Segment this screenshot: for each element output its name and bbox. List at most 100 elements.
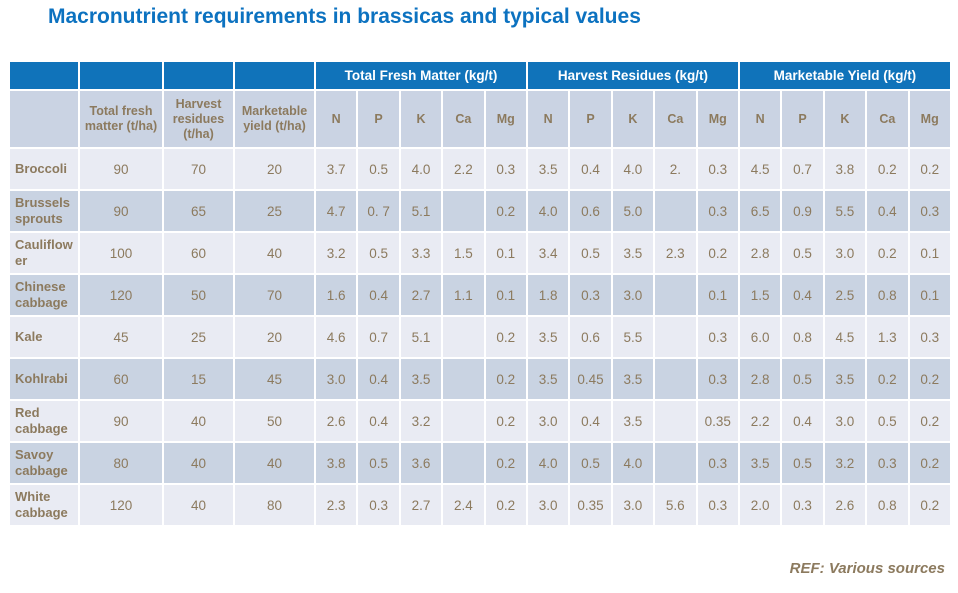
data-cell: 2.7: [398, 483, 444, 527]
nutrient-table: Total Fresh Matter (kg/t) Harvest Residue…: [8, 60, 952, 527]
data-cell: 0.3: [568, 273, 613, 317]
nutrient-header-cell: P: [780, 89, 825, 149]
data-cell: 3.0: [610, 483, 656, 527]
group-header-blank-cell: [8, 60, 80, 91]
data-cell: 0.1: [907, 273, 952, 317]
nutrient-header-cell: K: [610, 89, 656, 149]
data-cell: [653, 357, 698, 401]
data-cell: [441, 399, 486, 443]
data-cell: 0.2: [483, 315, 528, 359]
data-cell: 1.3: [865, 315, 910, 359]
data-cell: 0.8: [865, 273, 910, 317]
data-cell: 3.0: [525, 483, 571, 527]
data-cell: 0.5: [356, 147, 401, 191]
data-cell: 0.5: [356, 231, 401, 275]
nutrient-header-cell: N: [525, 89, 571, 149]
data-cell: 0.1: [695, 273, 740, 317]
data-cell: 40: [233, 441, 316, 485]
table-row: Chinese cabbage 120 50 70 1.6 0.4 2.7 1.1 0.1 1.8…: [8, 273, 952, 317]
data-cell: 4.5: [737, 147, 783, 191]
data-cell: 0.2: [483, 357, 528, 401]
data-cell: [653, 189, 698, 233]
nutrient-header-cell: Ca: [865, 89, 910, 149]
data-cell: 0.4: [568, 147, 613, 191]
data-cell: 0.8: [780, 315, 825, 359]
reference-note: REF: Various sources: [789, 560, 945, 577]
data-cell: 0.1: [483, 273, 528, 317]
nutrient-header-cell: P: [356, 89, 401, 149]
data-cell: 0.3: [695, 147, 740, 191]
group-header-cell: Marketable Yield (kg/t): [737, 60, 952, 91]
data-cell: 0.3: [695, 189, 740, 233]
data-cell: 0. 7: [356, 189, 401, 233]
data-cell: 90: [78, 189, 164, 233]
data-cell: 0.2: [907, 441, 952, 485]
data-cell: 0.2: [483, 399, 528, 443]
data-cell: 1.5: [737, 273, 783, 317]
data-cell: 3.5: [525, 147, 571, 191]
row-label: Savoy cabbage: [8, 441, 80, 485]
data-cell: 0.4: [865, 189, 910, 233]
data-cell: 3.5: [398, 357, 444, 401]
data-cell: 0.4: [356, 357, 401, 401]
data-cell: 3.2: [398, 399, 444, 443]
subheader-cell: Total fresh matter (t/ha): [78, 89, 164, 149]
data-cell: 3.6: [398, 441, 444, 485]
data-cell: 0.2: [865, 147, 910, 191]
data-cell: 0.4: [780, 399, 825, 443]
page-title: Macronutrient requirements in brassicas …: [48, 5, 641, 28]
data-cell: 0.3: [695, 441, 740, 485]
group-header-cell: Harvest Residues (kg/t): [525, 60, 740, 91]
data-cell: 0.2: [483, 189, 528, 233]
data-cell: 3.5: [610, 399, 656, 443]
data-cell: 3.0: [822, 231, 868, 275]
row-label: Red cabbage: [8, 399, 80, 443]
data-cell: 1.6: [313, 273, 359, 317]
data-cell: 4.5: [822, 315, 868, 359]
data-cell: 0.3: [695, 357, 740, 401]
data-cell: 5.0: [610, 189, 656, 233]
data-cell: 0.2: [907, 357, 952, 401]
data-cell: 2.6: [313, 399, 359, 443]
data-cell: 3.5: [525, 315, 571, 359]
data-cell: 2.7: [398, 273, 444, 317]
data-cell: 0.6: [568, 189, 613, 233]
data-cell: 0.35: [568, 483, 613, 527]
group-header-blank-cell: [162, 60, 235, 91]
data-cell: 45: [233, 357, 316, 401]
row-label: Chinese cabbage: [8, 273, 80, 317]
data-cell: 3.5: [737, 441, 783, 485]
data-cell: 2.8: [737, 231, 783, 275]
group-header-cell: Total Fresh Matter (kg/t): [314, 60, 528, 91]
data-cell: 3.0: [610, 273, 656, 317]
data-cell: 3.8: [822, 147, 868, 191]
data-cell: 4.0: [525, 441, 571, 485]
table-body: Broccoli 90 70 20 3.7 0.5 4.0 2.2 0.3 3.5 0.4 4.0 2.…: [8, 147, 952, 527]
row-label: Brussels sprouts: [8, 189, 80, 233]
data-cell: 1.1: [441, 273, 486, 317]
data-cell: 0.3: [695, 315, 740, 359]
data-cell: 0.7: [356, 315, 401, 359]
data-cell: 4.0: [610, 147, 656, 191]
data-cell: 25: [162, 315, 235, 359]
group-header-blank-cell: [78, 60, 164, 91]
data-cell: 2.6: [822, 483, 868, 527]
data-cell: 50: [162, 273, 235, 317]
data-cell: 0.2: [907, 147, 952, 191]
nutrient-header-cell: N: [737, 89, 783, 149]
data-cell: 40: [162, 483, 235, 527]
table-row: Brussels sprouts 90 65 25 4.7 0. 7 5.1 0.2 4.0 0.…: [8, 189, 952, 233]
table-row: Savoy cabbage 80 40 40 3.8 0.5 3.6 0.2 4.0 0.5 4.0…: [8, 441, 952, 485]
table-row: Broccoli 90 70 20 3.7 0.5 4.0 2.2 0.3 3.5 0.4 4.0 2.…: [8, 147, 952, 191]
data-cell: 0.35: [695, 399, 740, 443]
data-cell: [441, 357, 486, 401]
data-cell: 25: [233, 189, 316, 233]
table-row: Cauliflower 100 60 40 3.2 0.5 3.3 1.5 0.1 3.4 0.5 3…: [8, 231, 952, 275]
nutrient-header-cell: Ca: [653, 89, 698, 149]
data-cell: 60: [78, 357, 164, 401]
data-cell: 3.0: [822, 399, 868, 443]
row-label: Kale: [8, 315, 80, 359]
data-cell: 0.1: [907, 231, 952, 275]
data-cell: 0.1: [483, 231, 528, 275]
